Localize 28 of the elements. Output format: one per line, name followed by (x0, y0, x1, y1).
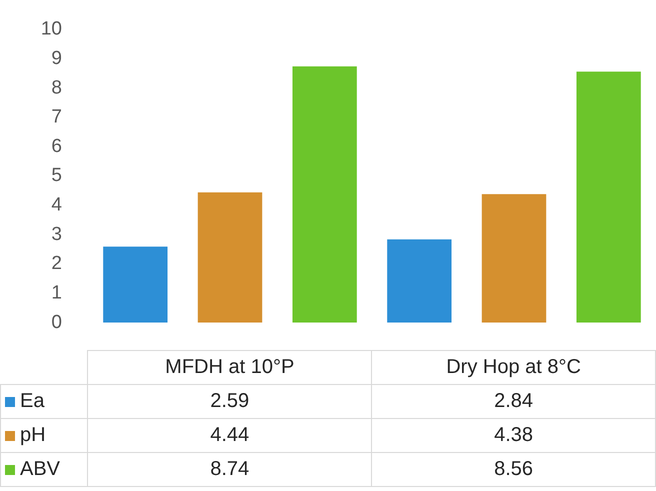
data-label: 8.74 (88, 452, 372, 486)
bar (292, 66, 357, 323)
data-label: 4.44 (88, 418, 372, 452)
y-tick-label: 2 (51, 253, 62, 274)
y-tick-label: 0 (51, 312, 62, 333)
legend-label: pH (0, 418, 88, 452)
bar (576, 72, 641, 323)
x-tick-label: Dry Hop at 8°C (372, 350, 656, 384)
data-label: 8.56 (372, 452, 656, 486)
x-tick-label: MFDH at 10°P (88, 350, 372, 384)
legend-label: ABV (0, 452, 88, 486)
y-tick-label: 1 (51, 282, 62, 304)
bar (198, 192, 262, 323)
y-tick-label: 6 (51, 136, 62, 157)
y-tick-label: 5 (51, 165, 62, 186)
y-tick-label: 10 (40, 18, 62, 40)
data-label: 2.59 (88, 384, 372, 418)
data-label: 4.38 (372, 418, 656, 452)
y-tick-label: 9 (51, 48, 62, 69)
y-tick-label: 4 (51, 194, 62, 216)
bar (482, 194, 546, 323)
legend-label: Ea (0, 384, 88, 418)
y-tick-label: 7 (51, 106, 62, 128)
y-tick-label: 8 (51, 77, 62, 98)
y-tick-label: 3 (51, 224, 62, 245)
bar (387, 239, 452, 323)
data-label: 2.84 (372, 384, 656, 418)
bar (103, 246, 168, 323)
